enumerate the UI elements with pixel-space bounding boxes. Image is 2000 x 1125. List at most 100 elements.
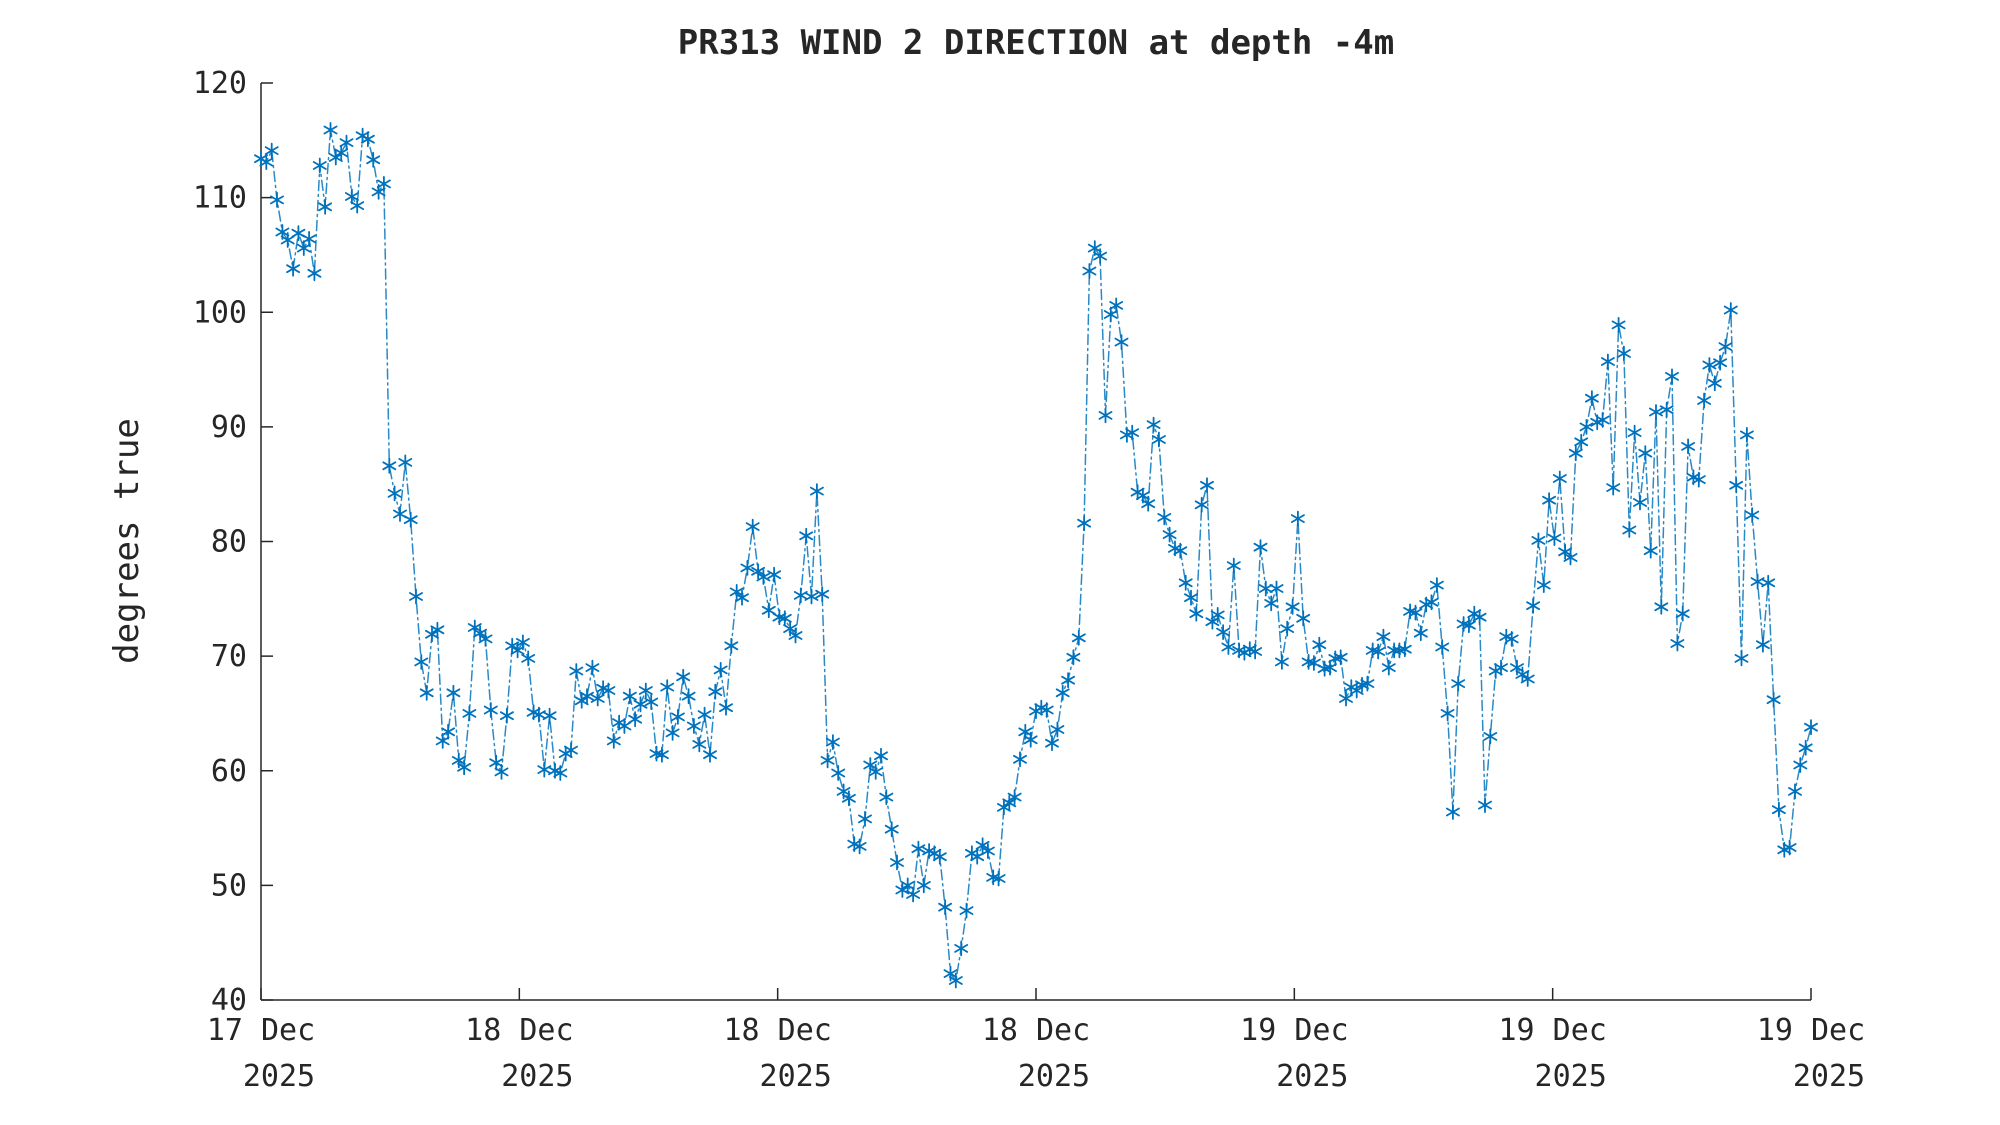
data-point-marker: [1045, 735, 1059, 752]
data-point-marker: [1478, 797, 1492, 813]
data-point-marker: [1729, 477, 1744, 494]
data-point-marker: [419, 684, 434, 701]
data-point-marker: [1691, 471, 1706, 488]
data-point-marker: [409, 588, 423, 605]
data-point-marker: [628, 711, 643, 728]
data-point-marker: [280, 232, 295, 248]
data-point-marker: [1734, 650, 1749, 667]
data-point-marker: [841, 790, 856, 807]
data-point-marker: [1429, 577, 1444, 593]
data-point-marker: [1649, 404, 1663, 420]
data-point-marker: [1627, 424, 1642, 441]
y-tick-label: 90: [211, 410, 247, 445]
data-point-marker: [1189, 605, 1204, 622]
y-tick-label: 40: [211, 983, 247, 1018]
data-point-marker: [767, 566, 782, 583]
data-point-marker: [1616, 345, 1631, 362]
y-axis-label: degrees true: [107, 418, 147, 664]
x-tick-label-year: 2025: [1276, 1059, 1348, 1094]
data-point-marker: [1285, 598, 1300, 615]
data-point-marker: [686, 718, 701, 734]
y-tick-label: 100: [193, 295, 247, 330]
data-point-marker: [1205, 613, 1220, 630]
data-point-marker: [815, 586, 830, 603]
data-point-marker: [1793, 757, 1808, 773]
data-point-marker: [858, 811, 872, 827]
data-point-marker: [1066, 649, 1081, 666]
x-tick-label-date: 18 Dec: [723, 1013, 831, 1048]
data-point-marker: [799, 527, 814, 544]
y-tick-label: 80: [211, 525, 247, 560]
data-point-marker: [312, 157, 327, 174]
data-point-marker: [1531, 532, 1546, 549]
data-point-marker: [1547, 530, 1562, 546]
data-point-marker: [366, 151, 381, 168]
data-point-marker: [398, 454, 413, 471]
data-point-marker: [1162, 526, 1177, 543]
y-tick-label: 60: [211, 754, 247, 789]
data-point-marker: [1258, 580, 1273, 597]
data-point-marker: [1552, 470, 1567, 487]
data-point-marker: [644, 694, 659, 710]
x-tick-label-year: 2025: [1793, 1059, 1865, 1094]
data-point-marker: [761, 602, 776, 619]
data-point-marker: [1542, 492, 1557, 509]
data-point-marker: [697, 706, 712, 723]
data-point-marker: [1643, 542, 1658, 559]
data-point-marker: [638, 682, 653, 699]
data-point-marker: [435, 733, 450, 749]
x-tick-label-date: 18 Dec: [982, 1013, 1090, 1048]
data-point-marker: [270, 191, 284, 208]
data-point-marker: [660, 679, 675, 695]
data-point-marker: [1611, 316, 1626, 333]
x-tick-label-year: 2025: [1018, 1059, 1090, 1094]
data-point-marker: [1804, 719, 1818, 736]
data-point-marker: [1504, 631, 1519, 647]
data-point-marker: [1702, 357, 1717, 373]
data-line: [260, 129, 1812, 983]
data-point-marker: [938, 899, 953, 916]
data-point-marker: [1697, 392, 1712, 409]
data-point-marker: [318, 198, 333, 215]
data-point-marker: [1216, 624, 1231, 640]
data-point-marker: [1280, 620, 1295, 637]
data-point-marker: [1269, 580, 1284, 597]
data-point-marker: [1141, 495, 1156, 512]
data-point-marker: [606, 733, 621, 749]
data-point-marker: [302, 230, 317, 247]
data-point-marker: [1098, 407, 1113, 424]
x-tick-label-year: 2025: [243, 1059, 315, 1094]
data-point-marker: [1440, 705, 1455, 722]
data-point-marker: [1755, 636, 1770, 653]
data-point-marker: [1093, 248, 1108, 265]
data-point-marker: [1082, 263, 1097, 279]
data-point-marker: [1055, 684, 1070, 701]
axes-spines: [260, 83, 1811, 1001]
data-point-marker: [462, 705, 477, 722]
data-point-marker: [1595, 412, 1610, 428]
data-point-marker: [499, 707, 514, 724]
data-point-marker: [745, 518, 760, 535]
data-point-marker: [1290, 510, 1305, 527]
data-point-marker: [1713, 354, 1728, 371]
data-point-marker: [1670, 635, 1685, 652]
data-point-marker: [1125, 424, 1140, 441]
data-point-marker: [884, 821, 899, 838]
data-point-marker: [1200, 477, 1214, 494]
data-point-marker: [553, 765, 568, 781]
data-point-marker: [703, 746, 717, 763]
data-point-marker: [1312, 636, 1327, 653]
data-point-marker: [1071, 629, 1086, 646]
data-point-marker: [446, 684, 461, 701]
y-tick-label: 120: [193, 66, 247, 101]
data-point-marker: [681, 688, 696, 705]
axis-ticks: [260, 82, 1812, 1001]
data-point-marker: [665, 725, 680, 741]
data-point-marker: [959, 902, 974, 919]
data-point-marker: [1659, 401, 1674, 418]
data-point-marker: [1103, 306, 1118, 323]
data-point-marker: [1424, 594, 1439, 611]
data-point-marker: [1184, 589, 1198, 606]
